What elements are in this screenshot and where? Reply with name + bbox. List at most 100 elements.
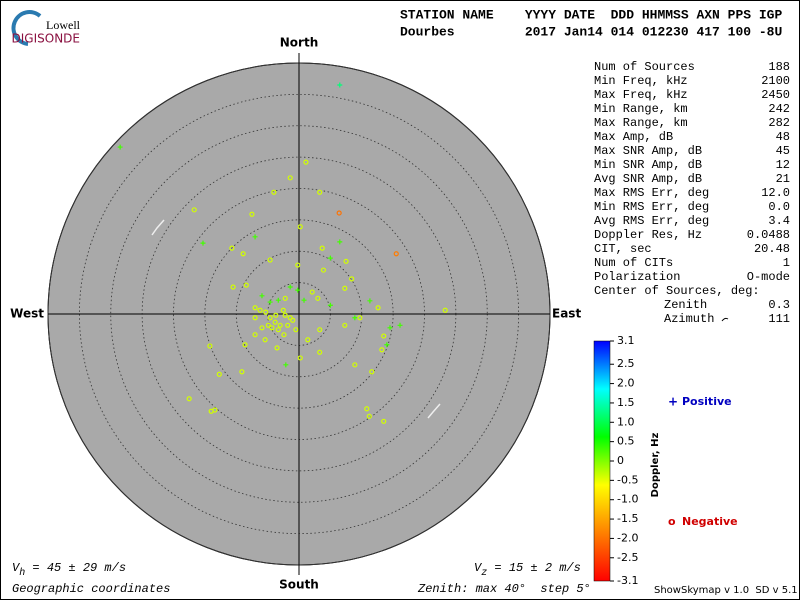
source-negative	[293, 327, 299, 333]
stat-label: Max RMS Err, deg	[594, 186, 709, 200]
source-negative	[249, 211, 255, 217]
source-negative	[381, 418, 387, 424]
source-negative	[352, 362, 358, 368]
source-negative	[274, 345, 280, 351]
center-value: 0.3	[768, 298, 790, 312]
stat-value: O-mode	[747, 270, 790, 284]
colorbar-tick-label: -3.1	[617, 574, 638, 587]
stat-label: CIT, sec	[594, 242, 652, 256]
stat-label: Min Range, km	[594, 102, 688, 116]
source-negative	[320, 267, 327, 273]
source-positive	[200, 240, 206, 246]
source-negative	[271, 189, 277, 195]
plot-area: North South West East	[10, 36, 581, 592]
vh-symbol: V	[12, 561, 21, 575]
stat-value: 2100	[761, 74, 790, 88]
source-negative	[349, 276, 355, 282]
source-positive	[252, 234, 258, 240]
source-positive	[327, 302, 333, 308]
source-negative	[317, 327, 323, 333]
stat-value: 48	[776, 130, 790, 144]
source-negative	[287, 175, 293, 181]
source-negative	[272, 319, 278, 325]
stat-value: 0.0	[768, 200, 790, 214]
stat-value: 0.0488	[747, 228, 790, 242]
stat-value: 20.48	[754, 242, 790, 256]
source-positive	[367, 298, 373, 304]
source-positive	[301, 297, 307, 303]
stat-value: 21	[776, 172, 790, 186]
stat-value: 282	[768, 116, 790, 130]
source-negative	[336, 210, 342, 216]
source-negative	[265, 322, 271, 328]
stat-value: 1	[783, 256, 790, 270]
stat-value: 188	[768, 60, 790, 74]
header-line: Dourbes 2017 Jan14 014 012230 417 100 -8…	[400, 24, 782, 39]
colorbar-tick-label: -0.5	[617, 473, 638, 486]
stat-label: Max SNR Amp, dB	[594, 144, 702, 158]
source-positive	[283, 362, 289, 368]
version-text: ShowSkymap v 1.0 SD v 5.1	[654, 585, 798, 596]
direction-label: West	[10, 307, 44, 321]
logo-top: Lowell	[46, 18, 81, 32]
source-negative	[309, 289, 315, 295]
source-positive	[384, 342, 390, 348]
direction-label: East	[552, 307, 581, 321]
stat-label: Min Freq, kHz	[594, 74, 688, 88]
stat-value: 45	[776, 144, 790, 158]
source-negative	[229, 245, 235, 251]
source-positive	[387, 325, 393, 331]
source-negative	[280, 307, 286, 313]
colorbar-tick-label: 0	[617, 454, 624, 467]
source-negative	[240, 251, 246, 257]
vh-subscript: h	[19, 567, 25, 579]
stat-value: 3.4	[768, 214, 790, 228]
colorbar-tick-label: 3.1	[617, 334, 635, 347]
colorbar-tick-label: 1.0	[617, 415, 635, 428]
source-negative	[252, 305, 258, 311]
zenith-text: Zenith: max 40° step 5°	[417, 582, 591, 596]
legend-label: Negative	[682, 515, 738, 528]
source-negative	[191, 207, 197, 213]
stat-value: 2450	[761, 88, 790, 102]
source-negative	[319, 245, 325, 251]
stat-value: 12.0	[761, 186, 790, 200]
source-negative	[297, 224, 303, 230]
source-negative	[379, 347, 385, 353]
vh-text: Vh = 45 ± 29 m/s	[12, 561, 126, 578]
source-negative	[262, 337, 268, 343]
source-positive	[259, 293, 265, 299]
stat-value: 242	[768, 102, 790, 116]
colorbar-tick-label: -1.0	[617, 493, 638, 506]
colorbar-scale	[593, 340, 611, 582]
vz-value: = 15 ± 2 m/s	[487, 561, 581, 575]
source-negative	[290, 317, 296, 323]
source-negative	[285, 322, 291, 328]
source-negative	[297, 355, 303, 361]
stat-label: Max Range, km	[594, 116, 688, 130]
velocity-mark	[151, 219, 165, 236]
colorbar-tick-label: -2.5	[617, 551, 638, 564]
source-positive	[117, 144, 123, 150]
stat-label: Doppler Res, Hz	[594, 228, 702, 242]
center-value: 111	[768, 312, 790, 326]
colorbar-tick-label: 2.0	[617, 377, 635, 390]
stat-label: Avg SNR Amp, dB	[594, 172, 702, 186]
source-negative	[186, 396, 192, 402]
coords-text: Geographic coordinates	[12, 582, 170, 596]
source-negative	[315, 295, 321, 301]
stat-label: Num of CITs	[594, 256, 673, 270]
stat-label: Polarization	[594, 270, 680, 284]
direction-label: North	[280, 36, 318, 50]
source-positive	[267, 299, 273, 305]
vz-subscript: z	[481, 568, 487, 579]
source-negative	[305, 337, 311, 343]
colorbar-tick-label: -1.5	[617, 512, 638, 525]
direction-label: South	[279, 578, 319, 592]
source-negative	[277, 322, 283, 328]
azimuth-icon	[721, 317, 729, 322]
source-positive	[327, 255, 333, 261]
source-negative	[267, 315, 273, 321]
center-title: Center of Sources, deg:	[594, 284, 760, 298]
